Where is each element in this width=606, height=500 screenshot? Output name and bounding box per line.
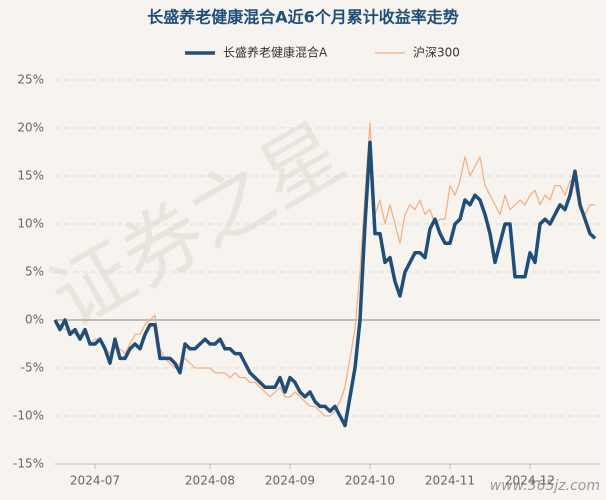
x-tick-label: 2024-08: [185, 474, 235, 488]
y-tick-label: 15%: [17, 169, 44, 183]
chart-title: 长盛养老健康混合A近6个月累计收益率走势: [147, 8, 459, 27]
series-line: [53, 140, 597, 428]
site-mark: www.365jz.com: [490, 478, 600, 494]
y-tick-label: -15%: [13, 457, 44, 471]
x-tick-label: 2024-11: [425, 474, 475, 488]
x-tick-label: 2024-09: [265, 474, 315, 488]
legend-label: 长盛养老健康混合A: [223, 45, 328, 60]
y-tick-label: -5%: [21, 361, 44, 375]
x-tick-label: 2024-07: [70, 474, 120, 488]
y-tick-label: 25%: [17, 73, 44, 87]
y-tick-label: 10%: [17, 217, 44, 231]
x-tick-label: 2024-12: [505, 474, 555, 488]
x-tick-label: 2024-10: [345, 474, 395, 488]
y-tick-label: 5%: [25, 265, 44, 279]
series-line: [54, 122, 595, 417]
y-tick-label: 20%: [17, 121, 44, 135]
legend-label: 沪深300: [413, 46, 460, 60]
y-tick-label: 0%: [25, 313, 44, 327]
y-tick-label: -10%: [13, 409, 44, 423]
